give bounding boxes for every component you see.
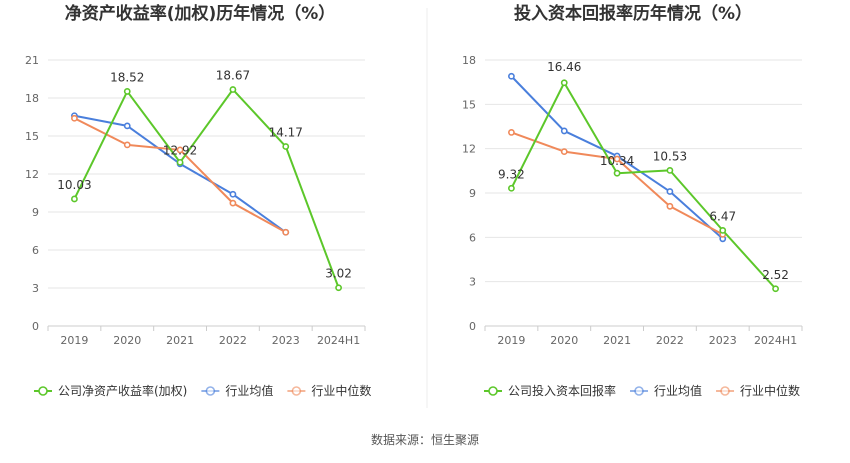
y-tick-label: 12	[462, 143, 476, 156]
data-point	[613, 169, 621, 177]
legend-label: 行业中位数	[740, 383, 800, 398]
data-point	[282, 143, 290, 150]
data-label: 14.17	[269, 126, 303, 140]
legend-marker	[291, 386, 302, 396]
y-tick-label: 12	[25, 168, 39, 181]
y-tick-label: 9	[32, 206, 39, 219]
legend-item[interactable]: 行业均值	[201, 383, 273, 398]
y-tick-label: 15	[462, 98, 476, 111]
legend-label: 公司净资产收益率(加权)	[58, 383, 187, 398]
data-point	[772, 285, 779, 293]
x-tick-label: 2024H1	[317, 334, 360, 347]
x-tick-label: 2024H1	[754, 334, 797, 347]
data-point	[508, 184, 515, 192]
data-label: 12.92	[163, 143, 197, 157]
x-tick-label: 2022	[656, 334, 684, 347]
data-point	[666, 202, 674, 210]
x-tick-label: 2020	[550, 334, 578, 347]
y-tick-label: 3	[32, 282, 39, 295]
data-point	[613, 155, 621, 163]
y-tick-label: 15	[25, 130, 39, 143]
data-label: 18.67	[216, 69, 250, 83]
x-tick-label: 2022	[219, 334, 247, 347]
chart-title: 净资产收益率(加权)历年情况（%）	[65, 3, 336, 24]
x-tick-label: 2023	[272, 334, 300, 347]
data-label: 2.52	[762, 268, 789, 282]
data-point	[123, 122, 131, 130]
chart-title: 投入资本回报率历年情况（%）	[514, 3, 752, 24]
data-label: 16.46	[547, 60, 581, 74]
x-tick-label: 2019	[60, 334, 88, 347]
data-label: 10.53	[653, 149, 687, 163]
y-tick-label: 18	[462, 54, 476, 67]
y-tick-label: 21	[25, 54, 39, 67]
data-label: 3.02	[325, 267, 352, 281]
legend-label: 公司投入资本回报率	[508, 383, 616, 398]
legend-item[interactable]: 公司投入资本回报率	[484, 383, 616, 398]
roe-chart: 净资产收益率(加权)历年情况（%） 0 3 6 9 12 15 18 21 2019 2020 202…	[25, 3, 371, 398]
legend-label: 行业中位数	[311, 383, 371, 398]
data-point	[508, 129, 515, 136]
data-point	[229, 190, 237, 198]
data-point	[335, 284, 342, 292]
legend-marker	[205, 386, 216, 396]
roic-chart: 投入资本回报率历年情况（%） 0 3 6 9 12 15 18 2019 2020 2021 2022…	[462, 3, 803, 398]
data-point	[508, 72, 515, 80]
series-line	[511, 131, 724, 236]
data-label: 9.32	[498, 167, 525, 181]
legend-marker	[634, 386, 644, 396]
y-tick-label: 6	[32, 244, 39, 257]
data-label: 10.03	[57, 178, 91, 192]
legend-item[interactable]: 行业中位数	[716, 383, 800, 398]
y-tick-label: 0	[32, 320, 39, 333]
series-line	[73, 88, 340, 289]
data-point	[719, 226, 727, 234]
data-point	[560, 79, 568, 87]
x-tick-label: 2019	[497, 334, 525, 347]
legend-item[interactable]: 公司净资产收益率(加权)	[34, 383, 187, 398]
data-point	[71, 114, 78, 122]
data-label: 10.34	[600, 154, 634, 168]
x-tick-label: 2021	[166, 334, 194, 347]
data-point	[229, 199, 237, 207]
data-point	[123, 88, 131, 95]
data-label: 18.52	[110, 70, 144, 84]
data-point	[666, 166, 674, 174]
data-point	[123, 141, 131, 149]
data-point	[560, 148, 568, 156]
y-tick-label: 0	[469, 320, 476, 333]
legend-label: 行业均值	[225, 383, 273, 398]
x-tick-label: 2021	[603, 334, 631, 347]
legend-label: 行业均值	[654, 383, 702, 398]
data-point	[229, 86, 237, 93]
y-tick-label: 6	[469, 231, 476, 244]
y-tick-label: 18	[25, 92, 39, 105]
data-point	[666, 188, 674, 195]
data-point	[282, 228, 290, 236]
legend-marker	[488, 386, 498, 396]
data-label: 6.47	[709, 209, 736, 223]
data-point	[176, 158, 184, 166]
y-tick-label: 9	[469, 187, 476, 200]
legend-item[interactable]: 行业均值	[630, 383, 702, 398]
data-point	[176, 146, 184, 154]
legend-item[interactable]: 行业中位数	[287, 383, 371, 398]
data-source: 数据来源：恒生聚源	[371, 432, 479, 447]
series-line	[510, 81, 777, 290]
legend-marker	[720, 386, 730, 396]
x-tick-label: 2023	[709, 334, 737, 347]
y-tick-label: 3	[469, 276, 476, 289]
data-point	[560, 127, 568, 135]
legend-marker	[38, 386, 48, 396]
x-tick-label: 2020	[113, 334, 141, 347]
data-point	[71, 195, 78, 203]
